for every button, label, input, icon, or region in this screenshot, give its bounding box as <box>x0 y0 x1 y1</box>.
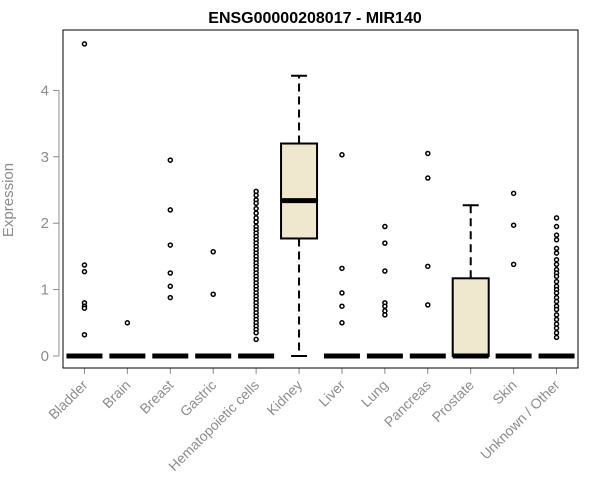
outlier-point <box>553 223 560 230</box>
outlier-point <box>167 283 174 290</box>
x-tick-label: Breast <box>136 377 176 417</box>
chart-title: ENSG00000208017 - MIR140 <box>208 10 422 27</box>
plot-area <box>62 29 579 369</box>
box-12 <box>538 215 575 359</box>
outlier-point <box>382 303 388 309</box>
y-tick-label: 3 <box>41 149 49 166</box>
outlier-point <box>167 157 174 163</box>
outlier-point <box>510 261 517 268</box>
y-axis: 0 1 2 3 4 <box>41 82 60 365</box>
outlier-point <box>210 291 216 297</box>
y-tick-label: 1 <box>41 282 49 299</box>
x-tick-label: Lung <box>358 377 391 410</box>
x-tick-label: Liver <box>315 377 348 410</box>
outlier-point <box>167 242 174 248</box>
outlier-point <box>167 294 174 301</box>
plot-frame <box>62 29 579 369</box>
x-tick-label: Bladder <box>45 377 91 423</box>
outlier-point <box>553 245 560 252</box>
outlier-point <box>553 256 560 263</box>
outlier-point <box>553 316 560 323</box>
outlier-point <box>339 303 345 309</box>
outlier-point <box>210 249 216 255</box>
outlier-point <box>553 298 560 305</box>
outlier-point <box>81 262 88 268</box>
outlier-point <box>253 210 259 216</box>
box-body <box>451 277 490 358</box>
outlier-point <box>81 305 88 311</box>
outlier-point <box>253 192 259 199</box>
outlier-point <box>553 273 560 280</box>
outlier-point <box>253 219 259 225</box>
box-6 <box>280 74 319 357</box>
x-tick-label: Gastric <box>177 377 220 420</box>
outlier-point <box>81 268 88 275</box>
outlier-point <box>425 175 431 181</box>
x-tick-label: Brain <box>99 377 133 411</box>
outlier-point <box>553 237 560 243</box>
outlier-point <box>553 290 560 296</box>
y-axis-label: Expression <box>0 163 17 237</box>
outlier-point <box>382 223 388 230</box>
outlier-point <box>510 222 517 228</box>
outlier-point <box>553 215 560 221</box>
box-1 <box>66 41 103 359</box>
outlier-point <box>553 334 560 341</box>
x-tick-label: Pancreas <box>381 377 434 430</box>
outlier-point <box>553 325 560 331</box>
box-8 <box>366 223 403 359</box>
outlier-point <box>253 336 259 343</box>
outlier-point <box>510 190 517 197</box>
outlier-point <box>339 152 345 158</box>
outlier-point <box>253 330 259 336</box>
outlier-point <box>81 332 88 338</box>
outlier-point <box>124 320 131 326</box>
box-3 <box>152 157 189 359</box>
outlier-point <box>339 265 345 272</box>
box-10 <box>451 204 490 359</box>
x-tick-label: Unknown / Other <box>477 377 563 463</box>
outlier-point <box>167 270 174 276</box>
outlier-point <box>553 306 560 313</box>
outlier-point <box>553 312 560 318</box>
outlier-point <box>553 261 560 268</box>
outlier-point <box>553 250 560 256</box>
outlier-point <box>382 268 388 274</box>
outlier-point <box>425 263 431 270</box>
outlier-point <box>253 205 259 212</box>
outlier-point <box>339 320 345 326</box>
box-11 <box>495 190 532 359</box>
x-tick-label: Skin <box>489 377 520 408</box>
outlier-point <box>425 302 431 308</box>
outlier-point <box>425 150 431 157</box>
y-tick-label: 2 <box>41 215 49 232</box>
box-5 <box>238 188 275 359</box>
outlier-point <box>382 312 388 318</box>
outlier-point <box>339 290 345 296</box>
outlier-point <box>167 207 174 213</box>
outlier-point <box>81 41 88 47</box>
outlier-point <box>382 240 388 246</box>
outlier-point <box>553 278 560 285</box>
x-tick-label: Kidney <box>264 377 306 419</box>
outlier-point <box>553 330 560 336</box>
box-7 <box>323 152 360 359</box>
y-tick-label: 0 <box>41 348 49 365</box>
box-9 <box>409 150 446 359</box>
box-4 <box>195 249 232 359</box>
y-tick-label: 4 <box>41 82 49 99</box>
box-2 <box>109 320 146 359</box>
outlier-point <box>553 232 560 238</box>
x-tick-label: Prostate <box>429 377 477 425</box>
outlier-point <box>253 200 259 207</box>
box-body <box>280 142 319 240</box>
